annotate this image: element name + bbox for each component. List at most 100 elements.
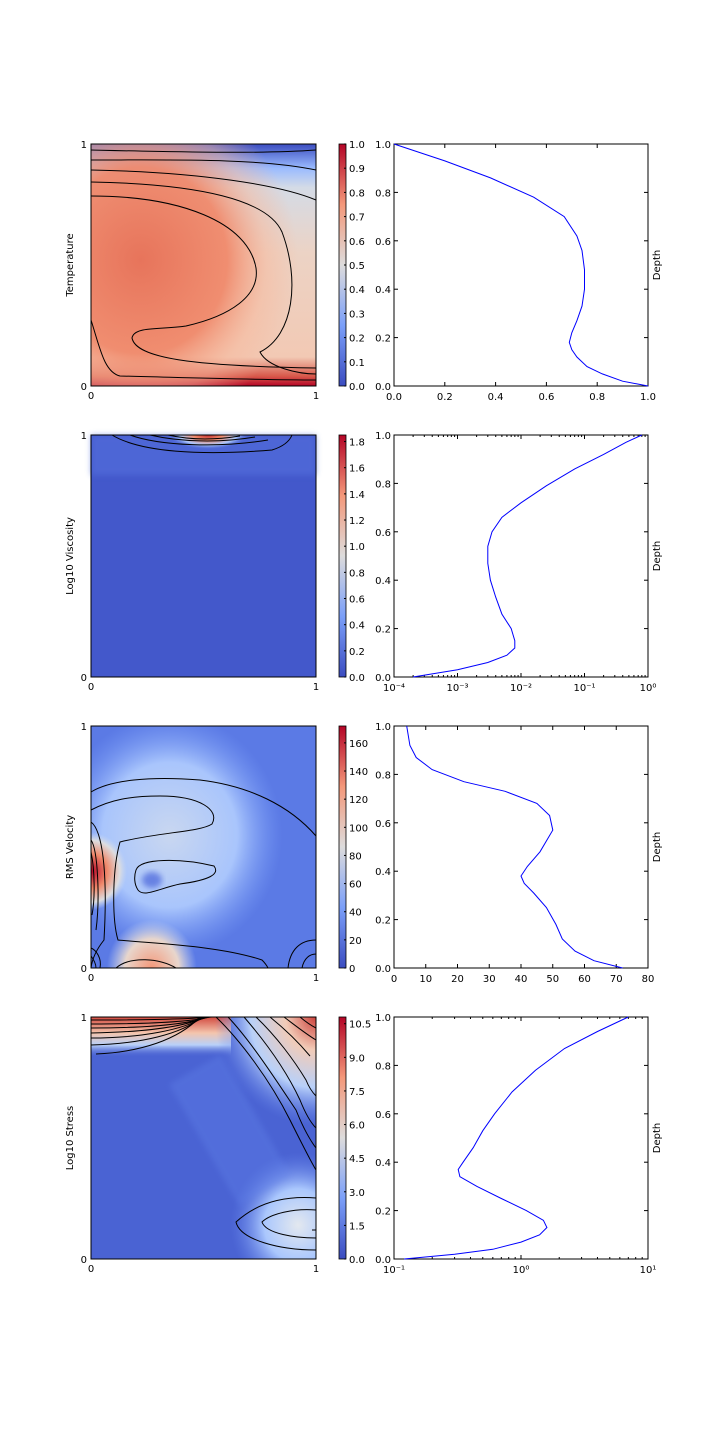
profile-ytick-label: 0.8: [375, 479, 391, 490]
heatmap-xtick-label: 1: [313, 1264, 319, 1275]
heatmap-ytick-label: 1: [81, 1013, 87, 1024]
profile-xtick-label: 0.0: [386, 392, 402, 403]
colorbar-tick-label: 0.2: [349, 334, 365, 345]
colorbar-tick-label: 0.4: [349, 285, 365, 296]
colorbar-tick-label: 7.5: [349, 1087, 365, 1098]
heatmap-ytick-label: 0: [81, 1255, 87, 1266]
heatmap-ylabel: Log10 Viscosity: [65, 517, 76, 595]
heatmap-frame: [90, 434, 317, 678]
profile-ytick-label: 0.0: [375, 382, 391, 393]
colorbar-tick-label: 0.9: [349, 164, 365, 175]
heatmap-frame: [90, 143, 317, 387]
heatmap-ytick-label: 1: [81, 140, 87, 151]
profile-ytick-label: 0.6: [375, 528, 391, 539]
profile-ylabel: Depth: [652, 832, 663, 862]
heatmap-frame: [90, 725, 317, 969]
stress-field: [90, 1016, 317, 1260]
profile-xtick-label: 50: [546, 974, 559, 985]
contour-lines: [90, 778, 317, 969]
profile-xtick-label: 10⁰: [513, 1265, 530, 1276]
colorbar-tick-label: 4.5: [349, 1154, 365, 1165]
colorbar-tick-label: 120: [349, 795, 368, 806]
colorbar-tick-label: 0.0: [349, 1255, 365, 1266]
heatmap-xtick-label: 1: [313, 682, 319, 693]
colorbar-tick-label: 1.0: [349, 542, 365, 553]
profile-ylabel: Depth: [652, 1123, 663, 1153]
profile-xtick-label: 10: [419, 974, 432, 985]
colorbar-tick-label: 0.1: [349, 358, 365, 369]
profile-ytick-label: 0.2: [375, 916, 391, 927]
colorbar-stress: [338, 1016, 347, 1260]
colorbar-tick-label: 1.0: [349, 140, 365, 151]
colorbar-tick-label: 100: [349, 823, 368, 834]
contour-lines: [111, 434, 293, 454]
profile-ytick-label: 0.4: [375, 1158, 391, 1169]
profile-ytick-label: 0.4: [375, 285, 391, 296]
profile-series-line: [406, 725, 623, 969]
profile-ytick-label: 0.2: [375, 625, 391, 636]
heatmap-ylabel: Temperature: [65, 233, 76, 297]
profile-xtick-label: 60: [578, 974, 591, 985]
colorbar-tick-label: 0.4: [349, 621, 365, 632]
profile-xtick-label: 0.6: [538, 392, 554, 403]
profile-xtick-label: 10⁰: [640, 683, 657, 694]
profile-ytick-label: 0.6: [375, 237, 391, 248]
profile-ytick-label: 1.0: [375, 722, 391, 733]
profile-ytick-label: 0.4: [375, 576, 391, 587]
profile-ytick-label: 1.0: [375, 1013, 391, 1024]
colorbar-tick-label: 0.6: [349, 595, 365, 606]
heatmap-ytick-label: 0: [81, 964, 87, 975]
profile-xtick-label: 0.8: [589, 392, 605, 403]
heatmap-hot-region: [91, 144, 316, 386]
profile-ytick-label: 0.4: [375, 867, 391, 878]
profile-series-line: [393, 143, 649, 387]
colorbar-tick-label: 0.6: [349, 237, 365, 248]
colorbar-tick-label: 140: [349, 767, 368, 778]
colorbar-tick-label: 80: [349, 851, 362, 862]
contour-lines: [90, 1016, 317, 1251]
heatmap-ytick-label: 0: [81, 673, 87, 684]
profile-xtick-label: 10⁻¹: [383, 1265, 405, 1276]
heatmap-xtick-label: 0: [88, 1264, 94, 1275]
colorbar-tick-label: 20: [349, 936, 362, 947]
heatmap-xtick-label: 1: [313, 973, 319, 984]
profile-xtick-label: 40: [515, 974, 528, 985]
colorbar-tick-label: 1.6: [349, 464, 365, 475]
profile-ytick-label: 0.2: [375, 334, 391, 345]
colorbar-tick-label: 60: [349, 880, 362, 891]
profile-temperature: [393, 143, 649, 387]
profile-ytick-label: 1.0: [375, 140, 391, 151]
colorbar-rms-velocity: [338, 725, 347, 969]
heatmap-ytick-label: 1: [81, 722, 87, 733]
colorbar-tick-label: 0.3: [349, 309, 365, 320]
colorbar-tick-label: 1.2: [349, 516, 365, 527]
profile-xtick-label: 30: [483, 974, 496, 985]
temperature-field: [90, 143, 317, 387]
profile-ylabel: Depth: [652, 250, 663, 280]
heatmap-low-spot: [142, 872, 162, 888]
colorbar-tick-label: 0: [349, 964, 355, 975]
profile-ytick-label: 1.0: [375, 431, 391, 442]
profile-viscosity: [393, 434, 649, 678]
colorbar-tick-label: 0.0: [349, 673, 365, 684]
profile-xtick-label: 1.0: [640, 392, 656, 403]
profile-series-line: [404, 1016, 629, 1260]
colorbar-viscosity: [338, 434, 347, 678]
profile-ytick-label: 0.6: [375, 1110, 391, 1121]
colorbar-tick-label: 40: [349, 908, 362, 919]
profile-ytick-label: 0.8: [375, 770, 391, 781]
profile-ytick-label: 0.0: [375, 673, 391, 684]
colorbar-tick-label: 0.7: [349, 213, 365, 224]
colorbar-tick-label: 9.0: [349, 1053, 365, 1064]
profile-xtick-label: 10⁻²: [510, 683, 532, 694]
profile-rms-velocity: [393, 725, 649, 969]
heatmap-ytick-label: 0: [81, 382, 87, 393]
profile-ytick-label: 0.0: [375, 1255, 391, 1266]
profile-ytick-label: 0.2: [375, 1207, 391, 1218]
colorbar-tick-label: 0.8: [349, 568, 365, 579]
colorbar-tick-label: 0.8: [349, 188, 365, 199]
profile-xtick-label: 80: [642, 974, 655, 985]
heatmap-diagonal-band: [169, 1054, 291, 1206]
profile-xtick-label: 20: [451, 974, 464, 985]
